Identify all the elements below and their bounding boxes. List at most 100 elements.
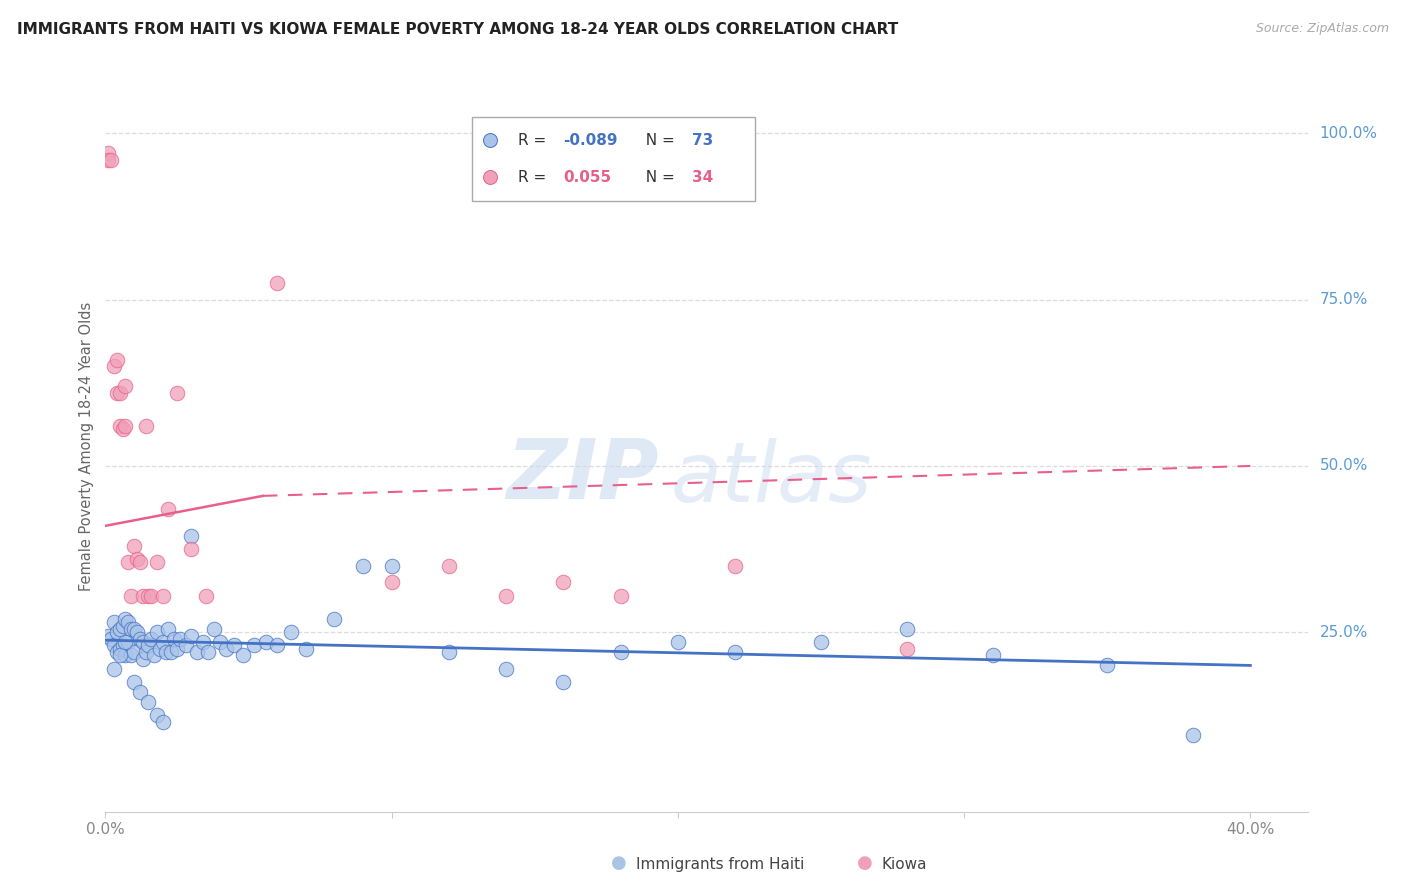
Point [131, 652, 153, 666]
Point [166, 385, 188, 400]
Text: 73: 73 [692, 133, 713, 148]
Point [609, 645, 631, 659]
Point [149, 641, 172, 656]
Point [141, 589, 163, 603]
FancyBboxPatch shape [472, 117, 755, 201]
Point [128, 632, 150, 646]
Point [108, 641, 131, 656]
Point [724, 558, 747, 573]
Point [97, 153, 120, 167]
Point [111, 422, 134, 436]
Point [103, 359, 125, 374]
Text: ZIP: ZIP [506, 434, 658, 516]
Point [157, 502, 180, 516]
Point [125, 552, 148, 566]
Point [1010, 215, 1032, 229]
Point [103, 639, 125, 653]
Text: Immigrants from Haiti: Immigrants from Haiti [636, 857, 804, 872]
Point [169, 632, 191, 646]
Point [103, 615, 125, 630]
Text: Kiowa: Kiowa [882, 857, 927, 872]
Point [135, 419, 157, 434]
Point [981, 648, 1004, 663]
Point [194, 589, 217, 603]
Point [100, 153, 122, 167]
Point [128, 685, 150, 699]
Point [186, 645, 208, 659]
Text: atlas: atlas [671, 438, 872, 519]
Text: N =: N = [636, 133, 679, 148]
Text: 0.055: 0.055 [564, 169, 612, 185]
Text: -0.089: -0.089 [564, 133, 619, 148]
Text: Source: ZipAtlas.com: Source: ZipAtlas.com [1256, 22, 1389, 36]
Text: R =: R = [517, 169, 555, 185]
Point [111, 639, 134, 653]
Point [97, 146, 120, 161]
Point [120, 622, 142, 636]
Point [202, 622, 225, 636]
Y-axis label: Female Poverty Among 18-24 Year Olds: Female Poverty Among 18-24 Year Olds [79, 301, 94, 591]
Point [138, 589, 160, 603]
Text: R =: R = [517, 133, 551, 148]
Point [810, 635, 832, 649]
Point [105, 385, 128, 400]
Text: 25.0%: 25.0% [1320, 624, 1368, 640]
Point [122, 622, 145, 636]
Point [152, 635, 174, 649]
Point [1095, 658, 1118, 673]
Text: 34: 34 [692, 169, 713, 185]
Point [553, 675, 575, 690]
Point [114, 612, 136, 626]
Point [280, 625, 302, 640]
Point [135, 645, 157, 659]
Text: IMMIGRANTS FROM HAITI VS KIOWA FEMALE POVERTY AMONG 18-24 YEAR OLDS CORRELATION : IMMIGRANTS FROM HAITI VS KIOWA FEMALE PO… [17, 22, 898, 37]
Point [125, 625, 148, 640]
Point [111, 618, 134, 632]
Point [1182, 728, 1205, 742]
Point [160, 645, 183, 659]
Point [108, 385, 131, 400]
Point [122, 645, 145, 659]
Point [232, 648, 254, 663]
Text: 75.0%: 75.0% [1320, 293, 1368, 307]
Point [1010, 181, 1032, 195]
Text: N =: N = [636, 169, 679, 185]
Point [117, 635, 139, 649]
Point [166, 641, 188, 656]
Point [155, 645, 177, 659]
Point [108, 648, 131, 663]
Point [103, 662, 125, 676]
Point [352, 558, 374, 573]
Point [152, 589, 174, 603]
Point [100, 632, 122, 646]
Point [117, 615, 139, 630]
Text: 100.0%: 100.0% [1320, 126, 1378, 141]
Point [191, 635, 214, 649]
Point [108, 419, 131, 434]
Point [896, 622, 918, 636]
Point [105, 625, 128, 640]
Point [138, 695, 160, 709]
Point [120, 589, 142, 603]
Point [180, 529, 202, 543]
Point [117, 555, 139, 569]
Point [146, 708, 169, 723]
Point [128, 555, 150, 569]
Point [214, 641, 236, 656]
Point [437, 558, 460, 573]
Point [495, 589, 517, 603]
Point [381, 558, 404, 573]
Point [131, 589, 153, 603]
Point [254, 635, 277, 649]
Point [180, 628, 202, 642]
Point [122, 675, 145, 690]
Point [724, 645, 747, 659]
Point [224, 639, 246, 653]
Point [108, 622, 131, 636]
Point [266, 639, 288, 653]
Point [97, 628, 120, 642]
Point [295, 641, 318, 656]
Point [896, 641, 918, 656]
Point [114, 648, 136, 663]
Point [131, 635, 153, 649]
